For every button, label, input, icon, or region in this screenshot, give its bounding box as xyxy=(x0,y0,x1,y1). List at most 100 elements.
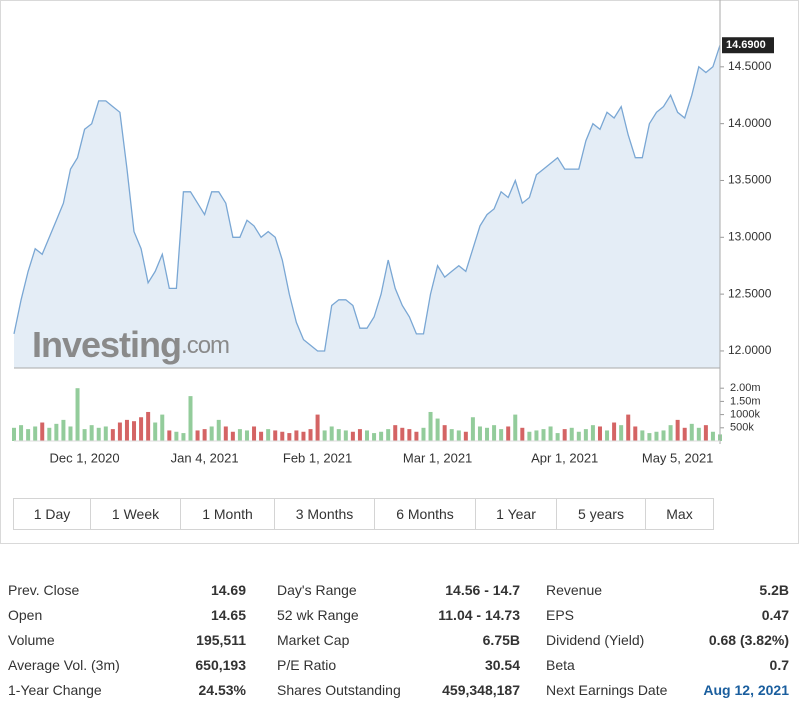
volume-bar xyxy=(322,430,327,441)
volume-bar xyxy=(605,430,610,441)
x-tick-label: Mar 1, 2021 xyxy=(403,450,472,465)
volume-bar xyxy=(54,423,59,441)
volume-bar xyxy=(576,431,581,441)
price-tag-bg xyxy=(722,37,774,54)
volume-bar xyxy=(252,426,257,441)
stat-value: 0.47 xyxy=(761,607,789,623)
stat-label: Next Earnings Date xyxy=(546,682,668,698)
volume-bar xyxy=(548,426,553,441)
volume-bar xyxy=(372,433,377,441)
stat-value: 650,193 xyxy=(195,657,246,673)
volume-bar xyxy=(181,433,186,441)
stat-value: 14.69 xyxy=(210,582,246,598)
volume-bar xyxy=(343,430,348,441)
stats-column: Revenue 5.2B EPS 0.47 Dividend (Yield) 0.68 (… xyxy=(546,578,789,703)
price-area xyxy=(14,45,720,368)
volume-bar xyxy=(89,425,94,441)
volume-bar xyxy=(407,429,412,441)
volume-bar xyxy=(103,426,108,441)
stat-label: Revenue xyxy=(546,582,603,598)
stats-row: Beta 0.7 xyxy=(546,653,789,678)
stat-value: 30.54 xyxy=(484,657,520,673)
stat-label: 1-Year Change xyxy=(8,682,102,698)
stats-column: Prev. Close 14.69 Open 14.65 Volume 195,511 Av… xyxy=(8,578,246,703)
stats-row: Market Cap 6.75B xyxy=(277,628,520,653)
volume-bar xyxy=(696,427,701,441)
volume-bar xyxy=(633,426,638,441)
stats-row: P/E Ratio 30.54 xyxy=(277,653,520,678)
volume-bar xyxy=(470,417,475,441)
volume-bar xyxy=(329,426,334,441)
stat-label: Dividend (Yield) xyxy=(546,632,645,648)
watermark: Investing.com xyxy=(32,324,229,365)
volume-bar xyxy=(110,429,115,441)
volume-bar xyxy=(202,429,207,441)
volume-bar xyxy=(506,426,511,441)
volume-bar xyxy=(527,431,532,441)
volume-bar xyxy=(315,414,320,441)
volume-bar xyxy=(513,414,518,441)
volume-bar xyxy=(160,414,165,441)
volume-bar xyxy=(477,426,482,441)
volume-bar xyxy=(534,430,539,441)
y-tick-label: 12.0000 xyxy=(728,343,772,357)
x-tick-label: Jan 4, 2021 xyxy=(171,450,239,465)
stat-value: 5.2B xyxy=(759,582,789,598)
range-button[interactable]: 1 Year xyxy=(476,499,557,529)
stat-value: 6.75B xyxy=(482,632,520,648)
stat-label: Beta xyxy=(546,657,575,673)
volume-bar xyxy=(117,422,122,441)
range-button[interactable]: 5 years xyxy=(557,499,646,529)
price-tag: 14.6900 xyxy=(726,39,766,51)
volume-bar xyxy=(68,426,73,441)
stat-value: 14.56 - 14.7 xyxy=(445,582,520,598)
volume-bar xyxy=(597,426,602,441)
chart: Investing.com 12.0000 12.5000 13.0000 13.50… xyxy=(0,0,799,544)
y-tick-label: 13.0000 xyxy=(728,229,772,243)
volume-bar xyxy=(223,426,228,441)
volume-bar xyxy=(287,433,292,441)
y-tick-label: 12.5000 xyxy=(728,286,772,300)
earnings-date-link[interactable]: Aug 12, 2021 xyxy=(703,682,789,698)
volume-bar xyxy=(400,427,405,441)
volume-bar xyxy=(124,419,129,441)
volume-bar xyxy=(703,425,708,441)
volume-bar xyxy=(294,430,299,441)
range-button[interactable]: 3 Months xyxy=(275,499,375,529)
y2-tick-label: 1.50m xyxy=(730,395,761,407)
range-button[interactable]: 1 Week xyxy=(91,499,181,529)
volume-bar xyxy=(619,425,624,441)
volume-bar xyxy=(40,422,45,441)
stats-row: Open 14.65 xyxy=(8,603,246,628)
range-button[interactable]: 6 Months xyxy=(375,499,476,529)
volume-bar xyxy=(19,425,24,441)
volume-bar xyxy=(590,425,595,441)
volume-bar xyxy=(555,433,560,441)
volume-bar xyxy=(689,423,694,441)
range-buttons: 1 Day 1 Week 1 Month 3 Months 6 Months 1 Year… xyxy=(13,498,714,530)
volume-bar xyxy=(61,419,66,441)
volume-bar xyxy=(647,433,652,441)
stat-label: Volume xyxy=(8,632,55,648)
volume-bar xyxy=(421,427,426,441)
stats-row: 1-Year Change 24.53% xyxy=(8,678,246,703)
range-button[interactable]: 1 Day xyxy=(14,499,91,529)
volume-bar xyxy=(449,429,454,441)
volume-bar xyxy=(209,426,214,441)
volume-bar xyxy=(244,430,249,441)
volume-bar xyxy=(492,425,497,441)
volume-bar xyxy=(463,431,468,441)
range-button[interactable]: 1 Month xyxy=(181,499,275,529)
volume-bar xyxy=(675,419,680,441)
volume-bar xyxy=(661,430,666,441)
stats-row: EPS 0.47 xyxy=(546,603,789,628)
y-tick-label: 14.0000 xyxy=(728,116,772,130)
stat-value: 11.04 - 14.73 xyxy=(438,607,520,623)
volume-bar xyxy=(259,431,264,441)
volume-bar xyxy=(499,429,504,441)
range-button[interactable]: Max xyxy=(666,506,693,522)
stats-row: Shares Outstanding 459,348,187 xyxy=(277,678,520,703)
volume-bar xyxy=(668,425,673,441)
x-tick-label: May 5, 2021 xyxy=(642,450,714,465)
